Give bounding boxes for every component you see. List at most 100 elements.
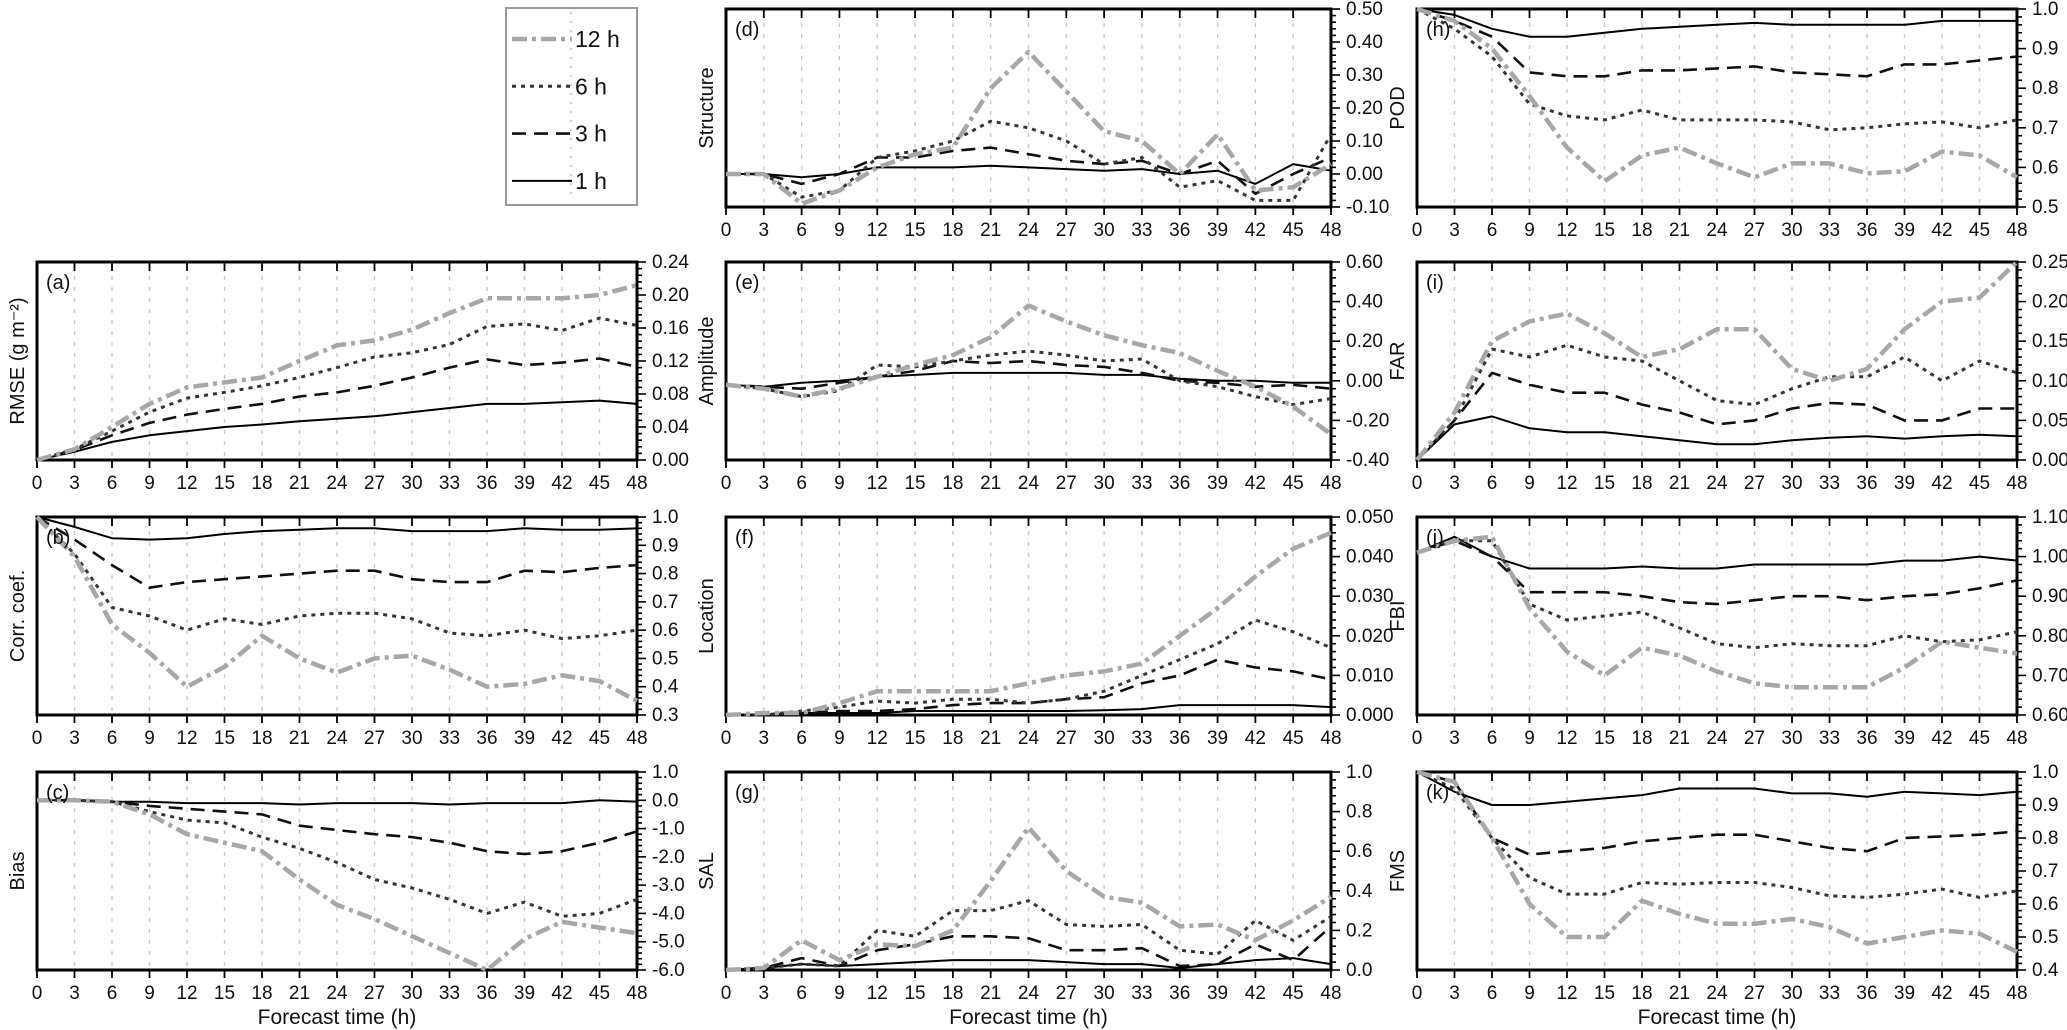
y-axis-title: RMSE (g m⁻²)	[7, 297, 29, 424]
y-tick-label: 0.7	[652, 592, 678, 613]
x-tick-label: 6	[1487, 473, 1498, 494]
x-tick-label: 42	[1245, 220, 1266, 241]
y-tick-labels: 0.4 0.5 0.6 0.7 0.8 0.9 1.0	[2032, 762, 2059, 981]
y-tick-label: 0.8	[652, 564, 678, 585]
x-tick-label: 36	[1169, 983, 1190, 1004]
x-tick-label: 21	[1669, 473, 1690, 494]
y-axis-title: SAL	[696, 852, 718, 890]
x-tick-label: 48	[1320, 473, 1341, 494]
x-tick-label: 33	[1819, 473, 1840, 494]
y-tick-label: -0.20	[1346, 410, 1389, 431]
x-tick-label: 36	[1169, 728, 1190, 749]
y-tick-label: 0.2	[1346, 920, 1372, 941]
x-tick-labels: 0 3 6 9 12 15 18 21 24 27 30 33 36 39 42 45 48	[721, 983, 1342, 1004]
x-tick-label: 45	[1969, 728, 1990, 749]
plot-frame	[1415, 7, 2019, 209]
series-h6-line	[36, 316, 638, 462]
x-tick-label: 36	[1856, 983, 1877, 1004]
y-tick-label: 0.04	[652, 417, 689, 438]
y-tick-label: 0.050	[1346, 507, 1394, 528]
y-ticks	[637, 771, 646, 971]
panel-letter: (d)	[735, 19, 759, 41]
panel-letter: (h)	[1426, 19, 1450, 41]
x-tick-label: 30	[401, 983, 422, 1004]
x-tick-label: 27	[364, 728, 385, 749]
x-tick-label: 21	[289, 473, 310, 494]
x-tick-label: 18	[942, 728, 963, 749]
x-tick-label: 39	[1894, 220, 1915, 241]
x-tick-label: 27	[1056, 473, 1077, 494]
series-h6-line	[1415, 343, 2018, 462]
y-tick-label: 0.16	[652, 318, 689, 339]
x-tick-label: 39	[1894, 473, 1915, 494]
panel-c: -6.0-5.0-4.0-3.0-2.0-1.00.01.00 3 6 9 12 15 18…	[7, 762, 685, 1029]
x-tick-label: 27	[1056, 728, 1077, 749]
x-tick-label: 15	[904, 983, 925, 1004]
y-tick-label: 1.0	[2032, 762, 2058, 783]
x-tick-label: 18	[1631, 983, 1652, 1004]
y-tick-label: 0.8	[2032, 828, 2058, 849]
x-tick-label: 3	[759, 728, 770, 749]
x-tick-label: 45	[589, 983, 610, 1004]
y-axis-title: POD	[1387, 86, 1409, 129]
series-h12-line	[725, 303, 1333, 437]
panel-a: 0.000.040.080.120.160.200.240 3 6 9 12 15 18 21…	[7, 252, 689, 494]
y-tick-label: 0.040	[1346, 547, 1394, 568]
x-axis-title: Forecast time (h)	[949, 1006, 1108, 1029]
x-tick-label: 9	[834, 728, 845, 749]
x-tick-label: 18	[251, 728, 272, 749]
x-tick-label: 12	[1556, 728, 1577, 749]
y-tick-labels: 0.0 0.2 0.4 0.6 0.8 1.0	[1346, 762, 1373, 981]
x-tick-label: 24	[1706, 728, 1728, 749]
x-tick-label: 24	[326, 473, 348, 494]
y-tick-label: 0.08	[652, 384, 689, 405]
x-tick-label: 18	[1631, 473, 1652, 494]
y-tick-label: 1.0	[1346, 762, 1372, 783]
y-tick-labels: -0.40 -0.20 0.00 0.20 0.40 0.60	[1346, 252, 1389, 471]
x-tick-label: 33	[1131, 473, 1152, 494]
series-h6-line	[1416, 770, 2018, 899]
x-tick-label: 39	[1207, 728, 1228, 749]
x-tick-label: 21	[1669, 728, 1690, 749]
y-tick-label: -4.0	[652, 903, 685, 924]
x-tick-label: 48	[626, 728, 647, 749]
y-tick-label: 0.0	[652, 790, 678, 811]
x-tick-label: 39	[1894, 728, 1915, 749]
x-tick-label: 15	[214, 983, 235, 1004]
plot-frame	[724, 260, 1333, 462]
series-h12-line	[1416, 6, 2019, 184]
x-tick-label: 3	[1449, 728, 1460, 749]
y-tick-label: 1.10	[2032, 507, 2067, 528]
y-ticks	[1331, 771, 1340, 971]
x-tick-label: 42	[1245, 983, 1266, 1004]
x-tick-label: 36	[1169, 473, 1190, 494]
series-h3-line	[1416, 371, 2017, 461]
y-tick-label: -3.0	[652, 875, 685, 896]
x-tick-label: 24	[1706, 220, 1728, 241]
x-tick-label: 39	[514, 473, 535, 494]
y-axis-title: FBI	[1387, 600, 1409, 631]
y-axis-title: FAR	[1387, 342, 1409, 381]
panel-e: -0.40-0.200.000.200.400.600 3 6 9 12 15 18 21 24…	[696, 252, 1389, 494]
x-tick-label: 15	[1594, 473, 1615, 494]
x-tick-label: 12	[1556, 983, 1577, 1004]
x-tick-label: 15	[904, 473, 925, 494]
panel-letter: (a)	[46, 272, 70, 294]
x-tick-labels: 0 3 6 9 12 15 18 21 24 27 30 33 36 39 42 45 48	[721, 473, 1342, 494]
x-tick-label: 27	[1744, 220, 1765, 241]
y-tick-labels: 0.60 0.70 0.80 0.90 1.00 1.10	[2032, 507, 2067, 726]
x-tick-label: 9	[144, 473, 155, 494]
y-tick-label: -2.0	[652, 847, 685, 868]
x-tick-label: 15	[904, 728, 925, 749]
x-tick-label: 15	[214, 473, 235, 494]
x-tick-label: 48	[2006, 728, 2027, 749]
x-tick-labels: 0 3 6 9 12 15 18 21 24 27 30 33 36 39 42 45 48	[1412, 728, 2028, 749]
x-tick-label: 21	[980, 983, 1001, 1004]
x-tick-label: 0	[1412, 983, 1423, 1004]
panel-letter: (i)	[1426, 272, 1444, 294]
x-tick-label: 33	[1131, 728, 1152, 749]
x-tick-label: 42	[1245, 728, 1266, 749]
x-tick-label: 18	[1631, 728, 1652, 749]
x-tick-label: 39	[1207, 220, 1228, 241]
x-tick-label: 39	[1894, 983, 1915, 1004]
